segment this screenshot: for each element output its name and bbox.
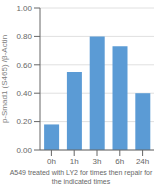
- svg-text:1.00: 1.00: [16, 4, 32, 13]
- svg-text:0.80: 0.80: [16, 32, 32, 41]
- svg-text:0h: 0h: [47, 157, 56, 166]
- svg-text:0.00: 0.00: [16, 146, 32, 155]
- svg-text:24h: 24h: [136, 157, 149, 166]
- svg-text:0.20: 0.20: [16, 117, 32, 126]
- svg-text:0.60: 0.60: [16, 61, 32, 70]
- svg-text:3h: 3h: [93, 157, 102, 166]
- svg-text:1h: 1h: [70, 157, 79, 166]
- html-text:A549 treated with LY2 for time: A549 treated with LY2 for times then rep…: [9, 169, 153, 185]
- svg-text:p-Smad1 (S465) /β-Actin: p-Smad1 (S465) /β-Actin: [8, 35, 9, 123]
- svg-text:6h: 6h: [115, 157, 124, 166]
- svg-text:0.40: 0.40: [16, 89, 32, 98]
